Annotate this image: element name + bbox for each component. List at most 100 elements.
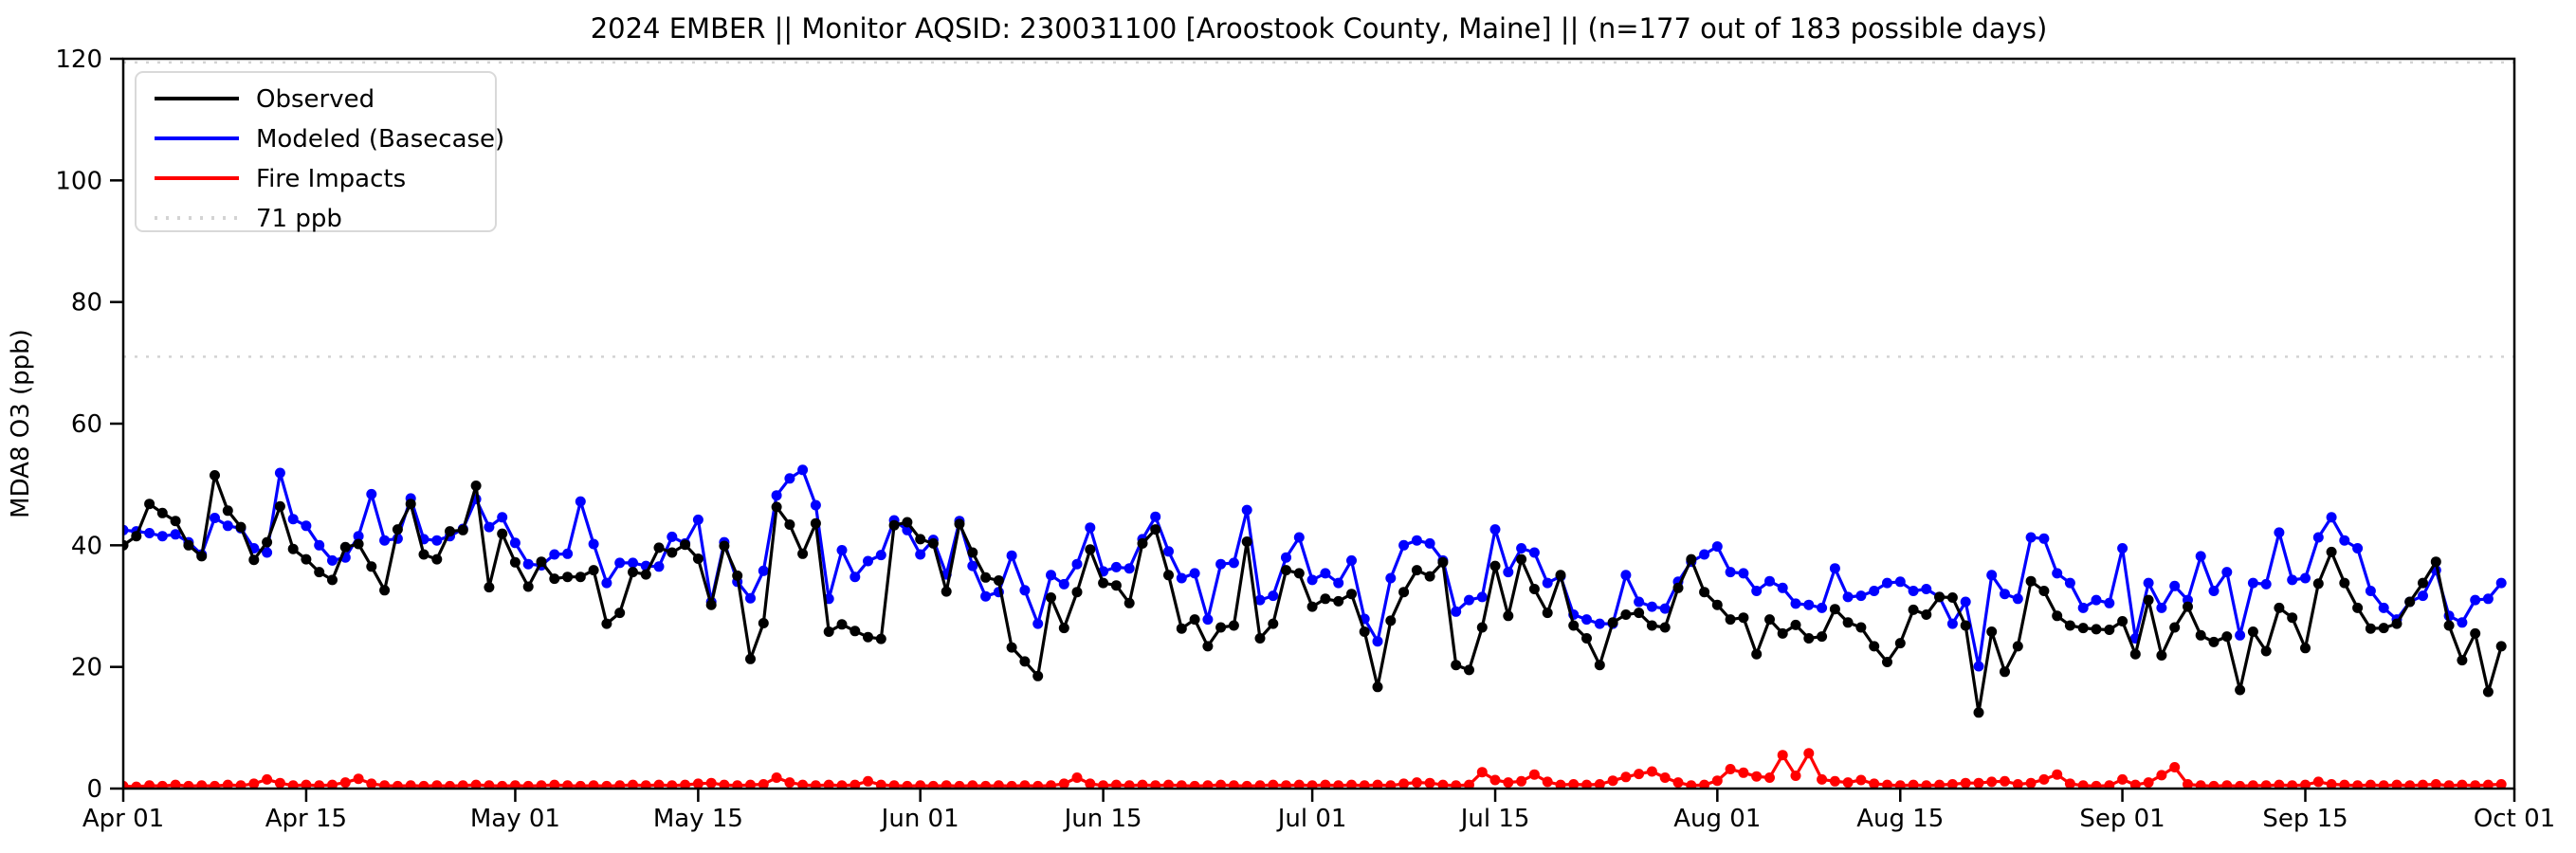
series-marker-modeled-basecase [1634,596,1645,608]
series-marker-modeled-basecase [653,561,665,572]
series-marker-observed [2169,622,2181,633]
series-marker-fire-impacts [2430,779,2441,789]
series-marker-observed [1411,565,1422,576]
series-marker-modeled-basecase [2470,594,2481,606]
series-marker-fire-impacts [1764,772,1775,783]
series-marker-fire-impacts [1451,780,1462,789]
series-marker-observed [1646,620,1657,631]
series-marker-fire-impacts [1320,779,1331,789]
series-marker-observed [1973,707,1984,718]
series-marker-modeled-basecase [2274,527,2285,538]
series-marker-fire-impacts [1790,771,1801,781]
series-marker-observed [2352,602,2364,613]
series-marker-fire-impacts [405,780,416,789]
legend: Observed Modeled (Basecase) Fire Impacts 71… [135,71,504,233]
series-marker-observed [366,561,377,572]
series-marker-observed [1946,592,1958,603]
series-marker-observed [509,556,521,568]
series-marker-modeled-basecase [2300,572,2311,584]
series-marker-fire-impacts [1489,774,1501,786]
series-marker-fire-impacts [1241,780,1252,789]
series-marker-modeled-basecase [758,565,769,576]
y-tick-label: 80 [71,289,102,318]
series-marker-modeled-basecase [1019,585,1031,596]
series-marker-fire-impacts [222,779,233,789]
series-marker-modeled-basecase [1764,575,1775,587]
series-marker-modeled-basecase [156,531,168,542]
series-marker-modeled-basecase [1699,549,1710,560]
series-marker-modeled-basecase [1581,614,1592,626]
series-marker-fire-impacts [379,780,391,789]
series-marker-modeled-basecase [522,558,534,570]
series-marker-fire-impacts [1085,778,1096,789]
series-marker-modeled-basecase [1281,552,1291,563]
series-marker-observed [1803,633,1815,644]
series-marker-fire-impacts [1960,777,1971,789]
series-marker-fire-impacts [1137,779,1148,789]
series-marker-observed [262,536,273,548]
series-marker-fire-impacts [1124,780,1135,789]
series-marker-observed [287,543,299,554]
series-marker-observed [274,500,285,512]
series-marker-fire-impacts [1869,778,1880,789]
series-marker-fire-impacts [680,779,691,789]
series-marker-fire-impacts [2365,779,2376,789]
series-marker-observed [1711,599,1723,610]
series-marker-fire-impacts [1437,779,1449,789]
series-marker-modeled-basecase [1293,532,1305,543]
series-marker-fire-impacts [771,772,782,783]
series-marker-observed [2077,623,2089,634]
series-marker-observed [1437,556,1449,568]
series-marker-modeled-basecase [1594,618,1605,629]
series-marker-modeled-basecase [1228,557,1239,569]
series-marker-observed [314,567,325,578]
series-marker-fire-impacts [353,773,364,785]
series-marker-modeled-basecase [863,555,873,567]
series-marker-observed [1254,633,1266,644]
series-marker-fire-impacts [1372,779,1383,789]
series-marker-modeled-basecase [1855,590,1867,602]
series-marker-modeled-basecase [1333,577,1344,589]
series-marker-observed [1137,537,1148,549]
series-marker-fire-impacts [183,780,194,789]
series-marker-modeled-basecase [210,513,220,523]
series-marker-observed [745,653,756,664]
series-marker-observed [1738,612,1749,624]
series-marker-modeled-basecase [2495,577,2507,589]
series-marker-fire-impacts [692,778,703,789]
series-marker-observed [1894,638,1906,649]
series-marker-observed [1594,660,1605,671]
series-marker-modeled-basecase [2169,580,2181,591]
series-marker-observed [954,518,965,530]
series-group [123,464,2507,789]
series-marker-modeled-basecase [170,529,181,540]
series-marker-observed [1046,592,1056,603]
series-marker-fire-impacts [915,780,926,789]
series-marker-modeled-basecase [1071,558,1083,570]
series-marker-fire-impacts [2025,777,2037,789]
series-marker-observed [522,581,534,592]
series-marker-fire-impacts [954,780,965,789]
series-marker-fire-impacts [719,779,730,789]
series-marker-modeled-basecase [484,521,495,533]
series-marker-observed [2143,594,2154,606]
series-marker-fire-impacts [445,780,455,789]
series-marker-observed [301,554,312,565]
series-marker-observed [2129,648,2141,660]
series-marker-fire-impacts [601,780,612,789]
series-marker-observed [1908,604,1919,615]
series-marker-modeled-basecase [1476,591,1488,603]
series-marker-fire-impacts [1228,780,1239,789]
series-marker-observed [1476,622,1488,633]
series-marker-observed [1071,587,1083,598]
series-marker-modeled-basecase [366,488,377,499]
series-marker-modeled-basecase [1241,504,1252,516]
series-marker-modeled-basecase [980,590,992,602]
series-marker-fire-impacts [2077,780,2089,789]
legend-box [135,71,497,232]
series-marker-observed [680,539,691,551]
series-marker-observed [810,517,821,529]
series-marker-modeled-basecase [222,520,233,532]
y-tick-label: 120 [55,45,102,74]
series-marker-observed [575,572,586,583]
